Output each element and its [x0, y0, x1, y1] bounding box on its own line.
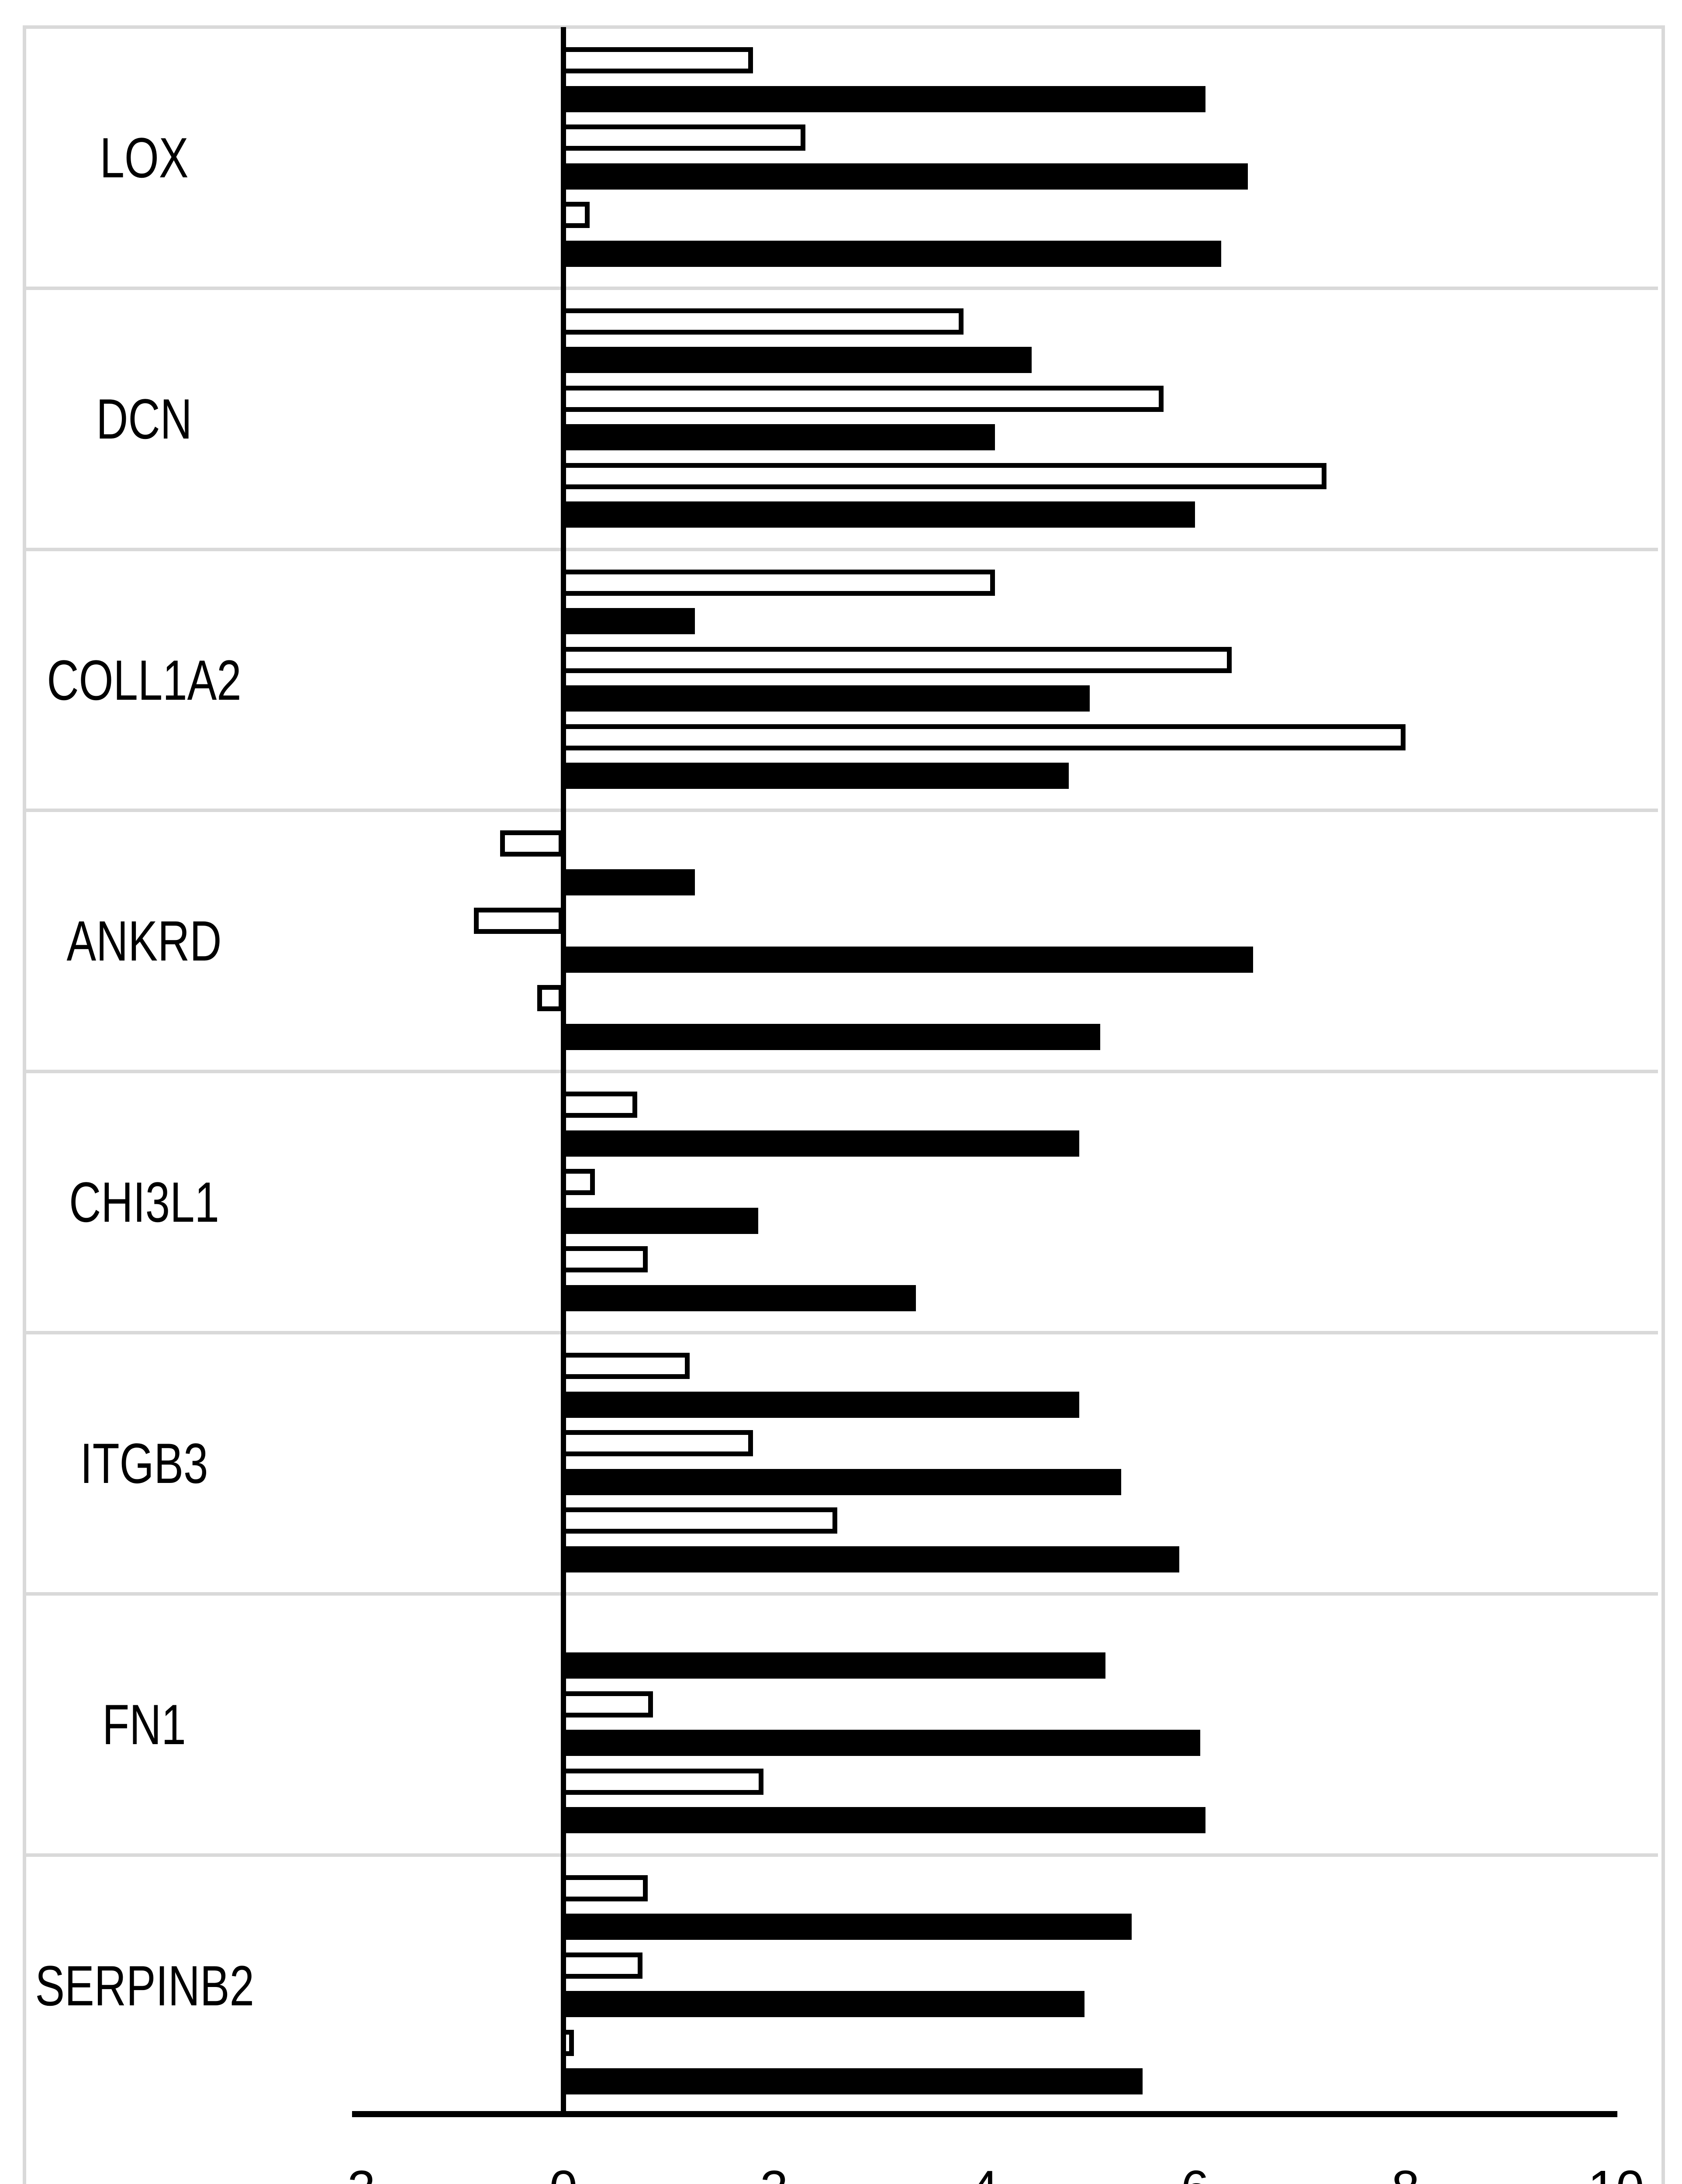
open-bar	[537, 985, 563, 1012]
open-bar	[561, 569, 995, 596]
open-bar	[474, 908, 563, 934]
filled-bar	[561, 763, 1069, 789]
filled-bar	[561, 1730, 1201, 1756]
category-separator-gridline	[26, 1070, 1658, 1074]
filled-bar	[561, 1469, 1122, 1495]
open-bar	[561, 1875, 648, 1901]
y-axis-line	[561, 27, 566, 2117]
filled-bar	[561, 685, 1090, 712]
filled-bar	[561, 2068, 1143, 2095]
filled-bar	[561, 86, 1206, 112]
filled-bar	[561, 1023, 1101, 1050]
category-separator-gridline	[26, 1592, 1658, 1596]
category-label: CHI3L1	[69, 1170, 219, 1234]
filled-bar	[561, 1652, 1106, 1679]
open-bar	[561, 385, 1164, 412]
filled-bar	[561, 163, 1248, 190]
category-label: DCN	[96, 387, 192, 451]
filled-bar	[561, 608, 695, 635]
category-separator-gridline	[26, 1853, 1658, 1857]
filled-bar	[561, 1807, 1206, 1834]
category-label: LOX	[100, 126, 189, 190]
open-bar	[561, 1768, 763, 1795]
filled-bar	[561, 1285, 916, 1311]
open-bar	[561, 1092, 637, 1118]
filled-bar	[561, 946, 1253, 973]
category-separator-gridline	[26, 286, 1658, 290]
x-tick-label: 4	[971, 2162, 999, 2184]
open-bar	[500, 830, 563, 857]
filled-bar	[561, 240, 1222, 267]
open-bar	[561, 47, 753, 73]
open-bar	[561, 724, 1406, 750]
filled-bar	[561, 869, 695, 895]
category-label: COLL1A2	[47, 648, 242, 712]
x-axis-line	[352, 2111, 1617, 2117]
open-bar	[561, 463, 1327, 489]
filled-bar	[561, 1546, 1179, 1572]
open-bar	[561, 308, 964, 335]
open-bar	[561, 1691, 653, 1717]
category-label: SERPINB2	[35, 1953, 254, 2018]
filled-bar	[561, 1391, 1079, 1418]
x-tick-label: 10	[1588, 2162, 1644, 2184]
open-bar	[561, 646, 1232, 673]
category-separator-gridline	[26, 1331, 1658, 1334]
open-bar	[561, 1246, 648, 1273]
x-tick-label: -2	[330, 2162, 375, 2184]
category-separator-gridline	[26, 809, 1658, 812]
x-tick-label: 2	[760, 2162, 788, 2184]
open-bar	[561, 124, 806, 151]
open-bar	[561, 1952, 642, 1979]
category-label: ANKRD	[66, 909, 222, 973]
x-tick-label: 8	[1392, 2162, 1420, 2184]
filled-bar	[561, 424, 995, 451]
filled-bar	[561, 501, 1195, 528]
filled-bar	[561, 1207, 758, 1234]
category-label: ITGB3	[80, 1431, 208, 1495]
x-tick-label: 0	[549, 2162, 578, 2184]
filled-bar	[561, 347, 1032, 373]
open-bar	[561, 1430, 753, 1456]
open-bar	[561, 1353, 690, 1379]
open-bar	[561, 1507, 837, 1534]
filled-bar	[561, 1914, 1132, 1940]
filled-bar	[561, 1130, 1079, 1157]
category-label: FN1	[102, 1692, 186, 1756]
filled-bar	[561, 1991, 1084, 2018]
x-tick-label: 6	[1181, 2162, 1209, 2184]
category-separator-gridline	[26, 547, 1658, 551]
